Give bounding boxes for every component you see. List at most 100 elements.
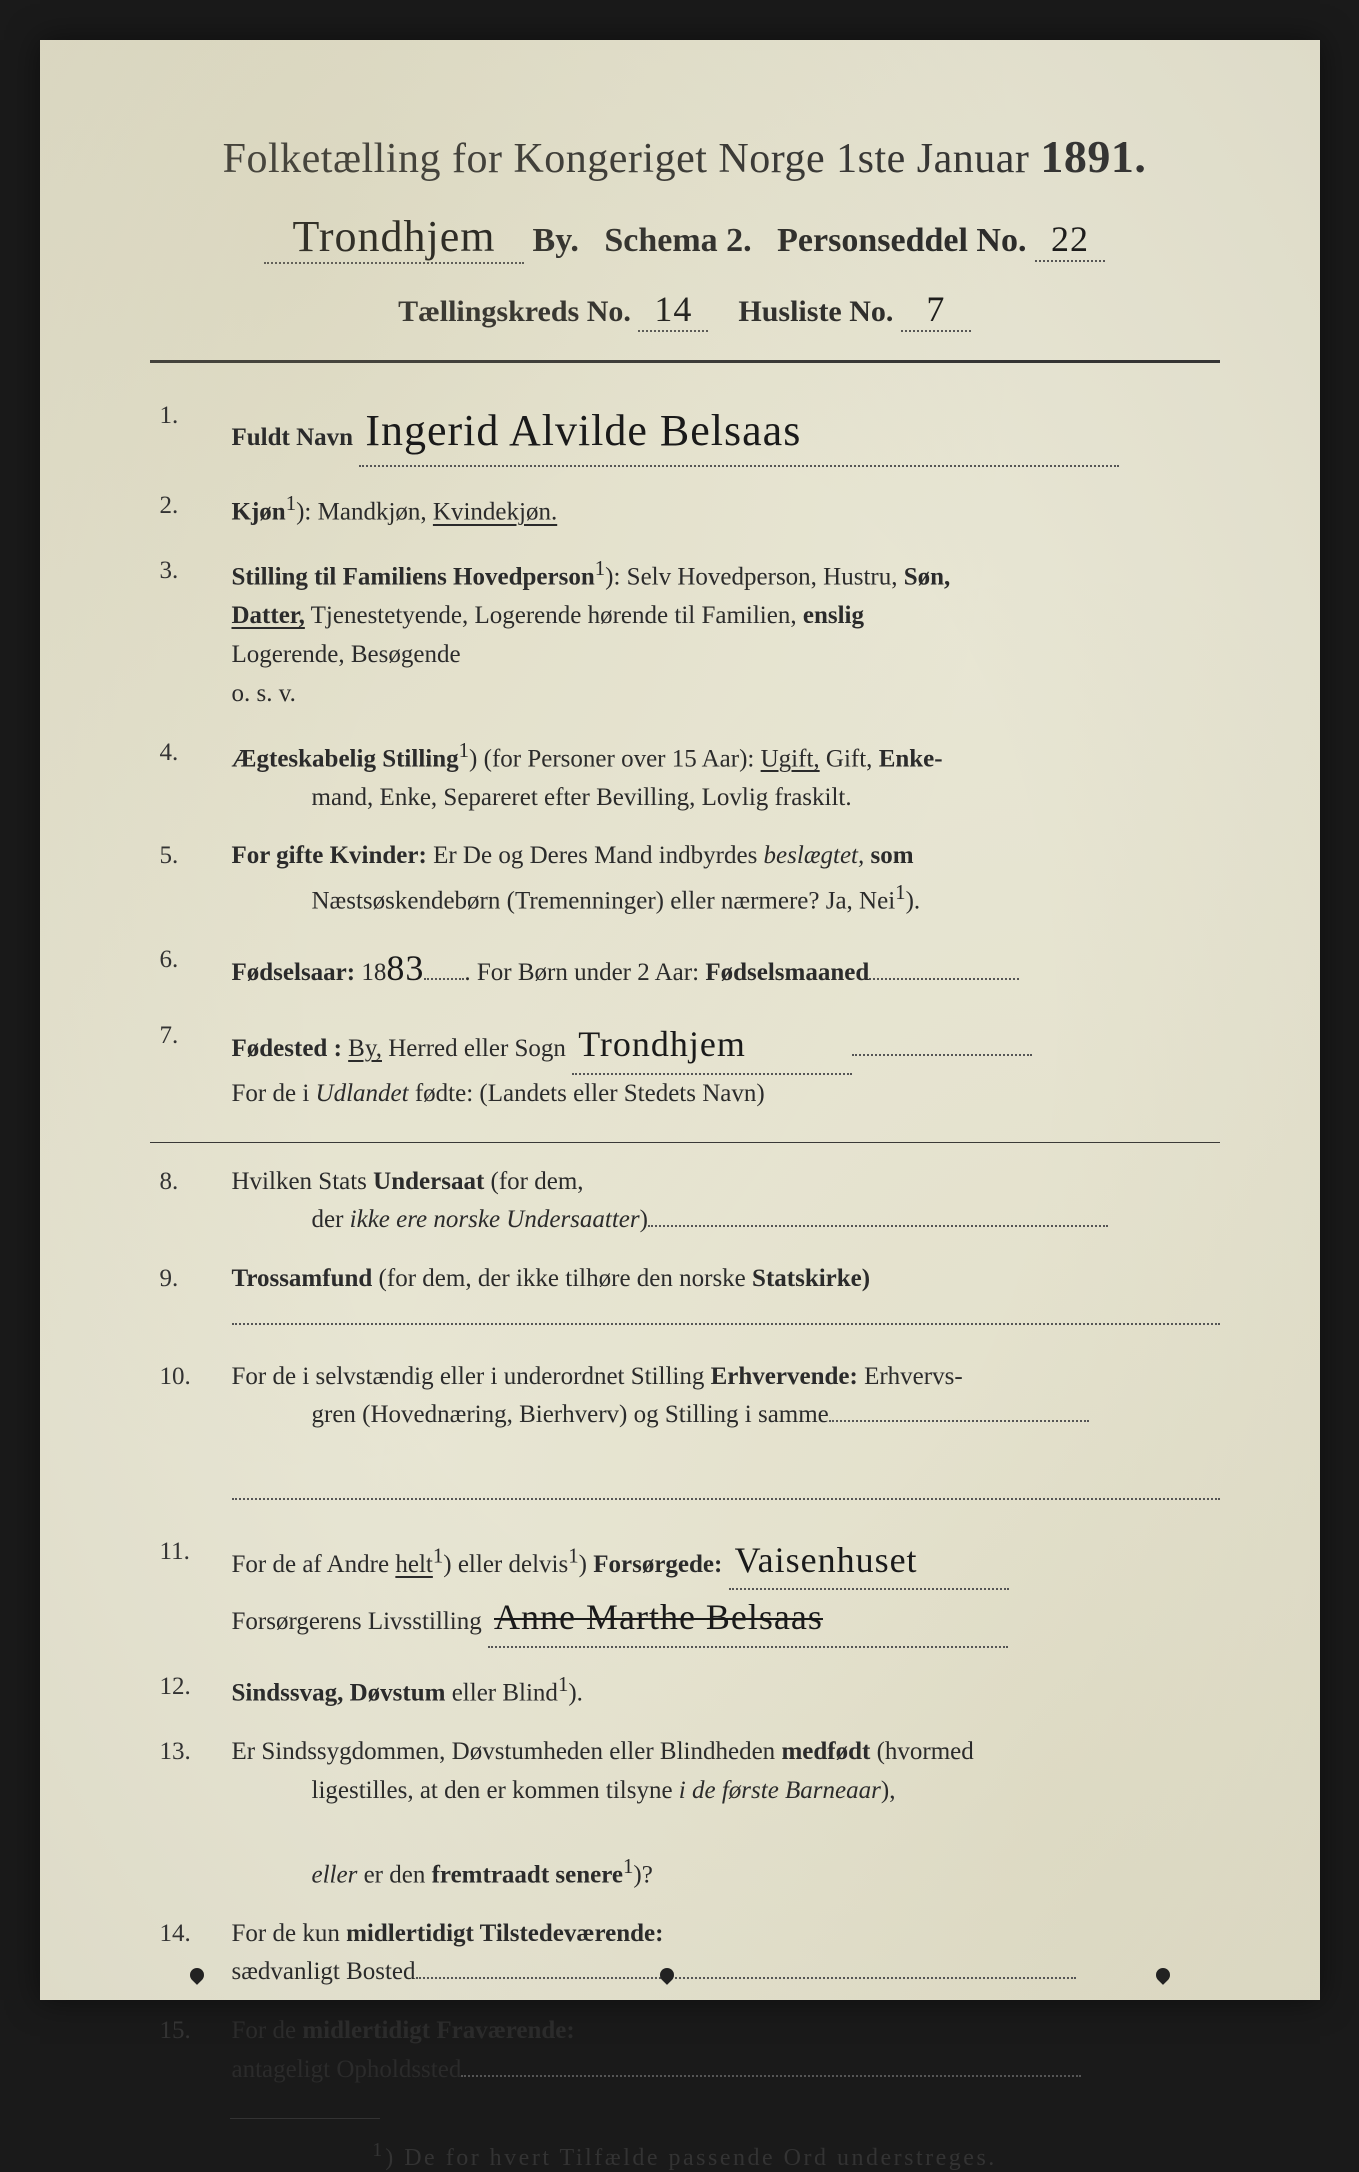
schema-label: Schema 2. xyxy=(604,222,751,259)
q1-label: Fuldt Navn xyxy=(232,424,354,451)
q8-text1: Hvilken Stats xyxy=(232,1168,374,1195)
q3-label: Stilling til Familiens Hovedperson xyxy=(232,564,595,591)
q2-opts: ): Mandkjøn, xyxy=(296,499,433,526)
seddel-label: Personseddel No. xyxy=(777,222,1026,259)
q11-for: ) xyxy=(579,1551,594,1578)
q10-erh2: Erhvervs- xyxy=(858,1363,963,1390)
q3-line2: Tjenestetyende, Logerende hørende til Fa… xyxy=(305,602,803,629)
q12-end: ). xyxy=(568,1680,583,1707)
kreds-label: Tællingskreds No. xyxy=(398,295,631,328)
q11-sup2: 1 xyxy=(568,1543,578,1567)
q4-ugift: Ugift, xyxy=(761,745,820,772)
q13-text1: Er Sindssygdommen, Døvstumheden eller Bl… xyxy=(232,1738,782,1765)
q11-mid: ) eller delvis xyxy=(443,1551,568,1578)
q13-line3b: er den xyxy=(357,1861,431,1888)
q8: Hvilken Stats Undersaat (for dem, der ik… xyxy=(150,1163,1220,1241)
q6-mlabel: Fødselsmaaned xyxy=(705,959,869,986)
husliste-no: 7 xyxy=(926,289,945,329)
q5: For gifte Kvinder: Er De og Deres Mand i… xyxy=(150,837,1220,921)
q13-text2: (hvormed xyxy=(870,1738,973,1765)
q4-enke: Enke- xyxy=(879,745,943,772)
q7-value: Trondhjem xyxy=(578,1024,746,1064)
q15-text1: For de xyxy=(232,2017,303,2044)
divider-top xyxy=(150,360,1220,363)
q3-enslig: enslig xyxy=(803,602,864,629)
q12-sup: 1 xyxy=(558,1672,568,1696)
q4-rest1: Gift, xyxy=(820,745,879,772)
census-form-page: Folketælling for Kongeriget Norge 1ste J… xyxy=(40,40,1320,2000)
q8-under: Undersaat xyxy=(373,1168,484,1195)
q2-underlined: Kvindekjøn. xyxy=(433,499,557,526)
q5-line2: Næstsøskendebørn (Tremenninger) eller næ… xyxy=(312,888,896,915)
q4-mid: ) (for Personer over 15 Aar): xyxy=(469,745,761,772)
q9-label: Trossamfund xyxy=(232,1265,373,1292)
q2-label: Kjøn xyxy=(232,499,286,526)
title-line: Folketælling for Kongeriget Norge 1ste J… xyxy=(150,130,1220,183)
q5-sup: 1 xyxy=(895,880,905,904)
q10-text1: For de i selvstændig eller i underordnet… xyxy=(232,1363,711,1390)
q5-end: ). xyxy=(906,888,921,915)
q15-line2: antageligt Opholdssted xyxy=(232,2056,462,2083)
q13-sup: 1 xyxy=(623,1854,633,1878)
q12-rest: eller Blind xyxy=(445,1680,557,1707)
q2-sup: 1 xyxy=(286,491,296,515)
q14-text1: For de kun xyxy=(232,1920,347,1947)
question-list: Fuldt Navn Ingerid Alvilde Belsaas Kjøn1… xyxy=(150,397,1220,1114)
q3-son: Søn, xyxy=(904,564,951,591)
q3-datter: Datter, xyxy=(232,602,305,629)
q7: Fødested : By, Herred eller Sogn Trondhj… xyxy=(150,1017,1220,1114)
q5-besl: beslægtet, xyxy=(764,842,865,869)
q11-line2: Forsørgerens Livsstilling xyxy=(232,1608,482,1635)
q10-line2: gren (Hovednæring, Bierhverv) og Stillin… xyxy=(312,1401,829,1428)
form-header: Folketælling for Kongeriget Norge 1ste J… xyxy=(150,130,1220,332)
q3-etc: o. s. v. xyxy=(232,680,296,707)
q13: Er Sindssygdommen, Døvstumheden eller Bl… xyxy=(150,1733,1220,1894)
question-list-2: Hvilken Stats Undersaat (for dem, der ik… xyxy=(150,1163,1220,2090)
q5-text1: Er De og Deres Mand indbyrdes xyxy=(427,842,764,869)
q14-line2: sædvanligt Bosted xyxy=(232,1958,416,1985)
q4-line2: mand, Enke, Separeret efter Bevilling, L… xyxy=(312,779,1220,818)
q11-value2: Anne Marthe Belsaas xyxy=(494,1597,823,1637)
q12-label: Sindssvag, Døvstum xyxy=(232,1680,446,1707)
q11-helt: helt xyxy=(395,1551,433,1578)
q6: Fødselsaar: 1883. For Børn under 2 Aar: … xyxy=(150,941,1220,997)
q4-sup: 1 xyxy=(459,738,469,762)
q6-prefix: 18 xyxy=(355,959,386,986)
city-handwritten: Trondhjem xyxy=(293,212,496,261)
subline-1: Trondhjem By. Schema 2. Personseddel No.… xyxy=(150,211,1220,264)
q15: For de midlertidigt Fraværende: antageli… xyxy=(150,2012,1220,2090)
q13-frem: fremtraadt senere xyxy=(432,1861,623,1888)
q10: For de i selvstændig eller i underordnet… xyxy=(150,1358,1220,1513)
q5-label: For gifte Kvinder: xyxy=(232,842,427,869)
q4-label: Ægteskabelig Stilling xyxy=(232,745,459,772)
q13-line2b: ), xyxy=(881,1777,896,1804)
q8-line2a: der xyxy=(312,1206,350,1233)
q9-text: (for dem, der ikke tilhøre den norske xyxy=(372,1265,752,1292)
q9-kirke: Statskirke) xyxy=(752,1265,870,1292)
seddel-no: 22 xyxy=(1051,219,1089,259)
q11-sup1: 1 xyxy=(433,1543,443,1567)
q15-mid: midlertidigt Fraværende: xyxy=(302,2017,574,2044)
q4: Ægteskabelig Stilling1) (for Personer ov… xyxy=(150,734,1220,818)
by-label: By. xyxy=(533,222,579,259)
q14-mid: midlertidigt Tilstedeværende: xyxy=(346,1920,663,1947)
q2: Kjøn1): Mandkjøn, Kvindekjøn. xyxy=(150,487,1220,532)
q3: Stilling til Familiens Hovedperson1): Se… xyxy=(150,552,1220,713)
q13-line3a: eller xyxy=(312,1861,358,1888)
q7-label: Fødested : xyxy=(232,1035,342,1062)
q3-line1a: ): Selv Hovedperson, Hustru, xyxy=(605,564,904,591)
q8-ital: ikke ere norske Undersaatter xyxy=(350,1206,640,1233)
q6-label: Fødselsaar: xyxy=(232,959,356,986)
q7-udl: Udlandet xyxy=(316,1080,409,1107)
q13-med: medfødt xyxy=(781,1738,870,1765)
q3-line3: Logerende, Besøgende xyxy=(232,641,461,668)
q13-end: )? xyxy=(633,1861,652,1888)
q6-mid: For Børn under 2 Aar: xyxy=(471,959,706,986)
q7-line2b: fødte: (Landets eller Stedets Navn) xyxy=(409,1080,765,1107)
q3-sup: 1 xyxy=(595,556,605,580)
q12: Sindssvag, Døvstum eller Blind1). xyxy=(150,1668,1220,1713)
title-year: 1891. xyxy=(1040,131,1146,182)
q9: Trossamfund (for dem, der ikke tilhøre d… xyxy=(150,1260,1220,1338)
q7-by: By, xyxy=(348,1035,382,1062)
q11-value: Vaisenhuset xyxy=(735,1540,918,1580)
